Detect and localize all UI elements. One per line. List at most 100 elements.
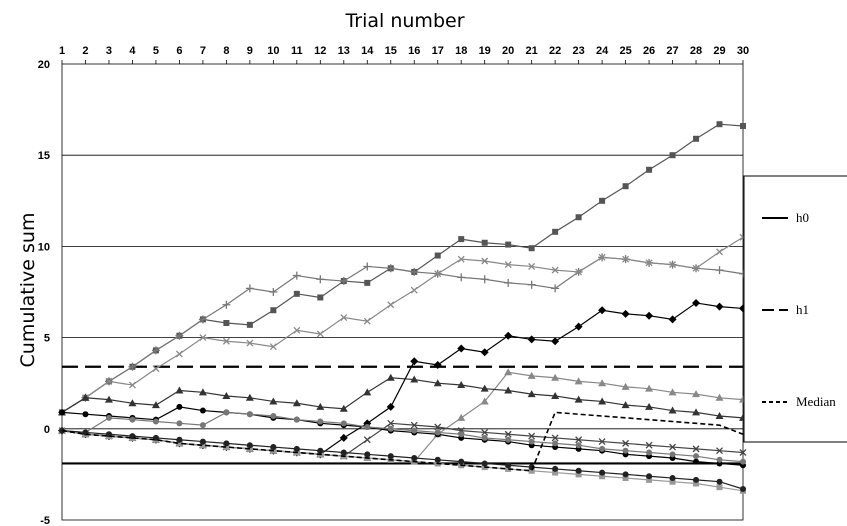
data-point: [621, 309, 630, 318]
data-point: [270, 307, 277, 314]
data-point: [410, 375, 419, 383]
data-point: [551, 266, 559, 274]
data-point: [715, 266, 724, 275]
data-point: [457, 381, 466, 389]
y-tick-label: 0: [44, 424, 50, 436]
y-tick-label: 5: [44, 333, 50, 345]
data-point: [504, 368, 513, 376]
x-tick-label: 14: [361, 45, 374, 57]
data-point: [223, 409, 230, 416]
data-point: [292, 399, 301, 407]
data-point: [552, 465, 559, 472]
data-point: [527, 390, 536, 398]
data-point: [269, 288, 278, 296]
data-point: [692, 390, 701, 398]
data-point: [646, 449, 653, 456]
data-point: [246, 442, 253, 449]
data-point: [317, 447, 324, 454]
data-point: [222, 391, 231, 399]
data-point: [622, 255, 630, 263]
series-5: [58, 373, 747, 421]
data-point: [198, 388, 207, 396]
data-point: [599, 197, 606, 204]
x-tick-labels: 1 2 3 4 5 6 7 8 9 10 11 12 13 14 15 16 17 18 19 20 21 22 23 24 2…: [59, 45, 749, 64]
threshold-lines: [62, 365, 743, 465]
data-point: [575, 214, 582, 221]
series-line: [61, 256, 744, 413]
data-point: [575, 436, 583, 444]
data-point: [668, 406, 677, 414]
data-point: [82, 411, 89, 418]
data-point: [669, 478, 676, 485]
data-point: [175, 386, 184, 394]
data-point: [480, 384, 489, 392]
x-tick-label: 30: [737, 45, 749, 57]
data-point: [105, 414, 112, 421]
data-point: [668, 388, 677, 396]
data-point: [575, 442, 582, 449]
data-point: [339, 404, 348, 412]
data-point: [105, 377, 113, 385]
data-point: [340, 314, 348, 321]
data-point: [410, 357, 419, 366]
data-point: [622, 447, 629, 454]
data-point: [598, 379, 607, 387]
data-point: [716, 478, 723, 485]
data-point: [151, 346, 160, 355]
legend: h0 h1 Median: [743, 175, 847, 443]
data-point: [504, 331, 513, 340]
data-point: [199, 442, 206, 449]
data-point: [575, 268, 583, 276]
series-8: [59, 403, 746, 469]
data-point: [622, 439, 630, 447]
data-point: [363, 388, 372, 396]
series-line: [61, 371, 744, 463]
series-line: [61, 377, 744, 419]
legend-h1-label: h1: [796, 302, 809, 317]
data-point: [504, 430, 512, 438]
x-tick-label: 26: [643, 45, 655, 57]
x-tick-label: 15: [385, 45, 397, 57]
x-tick-label: 7: [200, 45, 206, 57]
data-point: [387, 419, 395, 427]
x-tick-label: 21: [526, 45, 538, 57]
x-tick-label: 2: [82, 45, 88, 57]
x-tick-label: 16: [408, 45, 420, 57]
data-point: [458, 431, 465, 438]
data-point: [410, 267, 419, 276]
data-point: [622, 471, 629, 478]
series-lines: [58, 121, 747, 494]
data-point: [270, 444, 277, 451]
data-point: [693, 458, 700, 465]
data-point: [645, 402, 654, 410]
data-point: [152, 418, 159, 425]
data-point: [457, 273, 466, 282]
series-line: [61, 236, 744, 413]
data-point: [59, 409, 65, 416]
data-point: [458, 458, 465, 465]
x-tick-label: 5: [153, 45, 159, 57]
series-line: [61, 406, 744, 466]
data-point: [716, 121, 723, 128]
data-point: [433, 379, 442, 387]
data-point: [527, 280, 536, 289]
series-9: [59, 409, 746, 465]
x-tick-label: 19: [479, 45, 491, 57]
data-point: [693, 453, 700, 460]
legend-median-label: Median: [796, 394, 836, 409]
data-point: [411, 427, 418, 434]
data-point: [293, 326, 301, 334]
data-point: [551, 373, 560, 381]
data-point: [339, 277, 348, 286]
data-point: [598, 438, 606, 446]
data-point: [293, 445, 300, 452]
data-point: [693, 476, 700, 483]
data-point: [410, 286, 418, 294]
data-point: [598, 397, 607, 405]
data-point: [81, 393, 90, 401]
data-point: [481, 460, 488, 467]
legend-h0-label: h0: [796, 210, 809, 225]
data-point: [316, 402, 325, 410]
data-point: [434, 456, 441, 463]
